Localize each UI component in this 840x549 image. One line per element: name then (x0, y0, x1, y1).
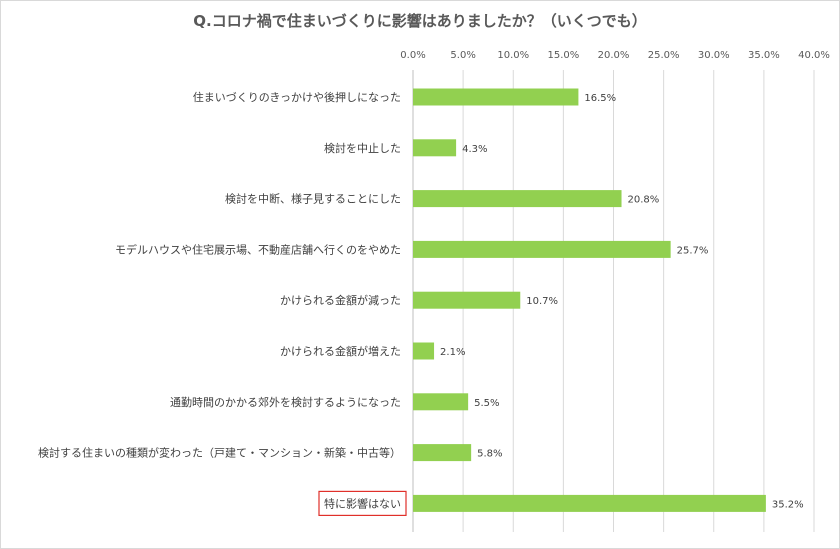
category-label: かけられる金額が減った (280, 293, 401, 307)
x-tick-label: 15.0% (547, 50, 579, 61)
x-tick-label: 30.0% (698, 50, 730, 61)
x-tick-label: 10.0% (497, 50, 529, 61)
category-label: 検討を中断、様子見することにした (225, 192, 401, 206)
bar (413, 88, 579, 106)
x-tick-label: 5.0% (450, 50, 475, 61)
data-label: 4.3% (462, 144, 487, 155)
bar (413, 444, 472, 462)
bar (413, 139, 457, 157)
x-tick-label: 35.0% (748, 50, 780, 61)
category-label: モデルハウスや住宅展示場、不動産店舗へ行くのをやめた (115, 242, 401, 256)
bar (413, 190, 622, 208)
bar (413, 342, 435, 360)
data-label: 5.5% (474, 398, 499, 409)
x-tick-label: 20.0% (598, 50, 630, 61)
data-label: 35.2% (772, 499, 804, 510)
category-label: 検討を中止した (324, 141, 401, 155)
x-tick-label: 40.0% (798, 50, 830, 61)
data-label: 20.8% (628, 195, 660, 206)
highlight-box (318, 490, 407, 516)
category-label: 住まいづくりのきっかけや後押しになった (193, 90, 401, 104)
data-label: 2.1% (440, 347, 465, 358)
bar (413, 393, 469, 411)
x-tick-label: 0.0% (400, 50, 425, 61)
chart-title: Q.コロナ禍で住まいづくりに影響はありましたか？（いくつでも） (193, 12, 647, 30)
data-label: 25.7% (677, 245, 709, 256)
category-label: 特に影響はない (324, 496, 401, 510)
data-label: 10.7% (526, 296, 558, 307)
data-label: 16.5% (584, 93, 616, 104)
x-tick-label: 25.0% (648, 50, 680, 61)
bar (413, 494, 766, 512)
bar (413, 291, 521, 309)
category-label: 通勤時間のかかる郊外を検討するようになった (170, 395, 401, 409)
category-label: かけられる金額が増えた (280, 344, 401, 358)
bar (413, 240, 671, 258)
category-label: 検討する住まいの種類が変わった（戸建て・マンション・新築・中古等） (38, 446, 401, 460)
data-label: 5.8% (477, 449, 502, 460)
